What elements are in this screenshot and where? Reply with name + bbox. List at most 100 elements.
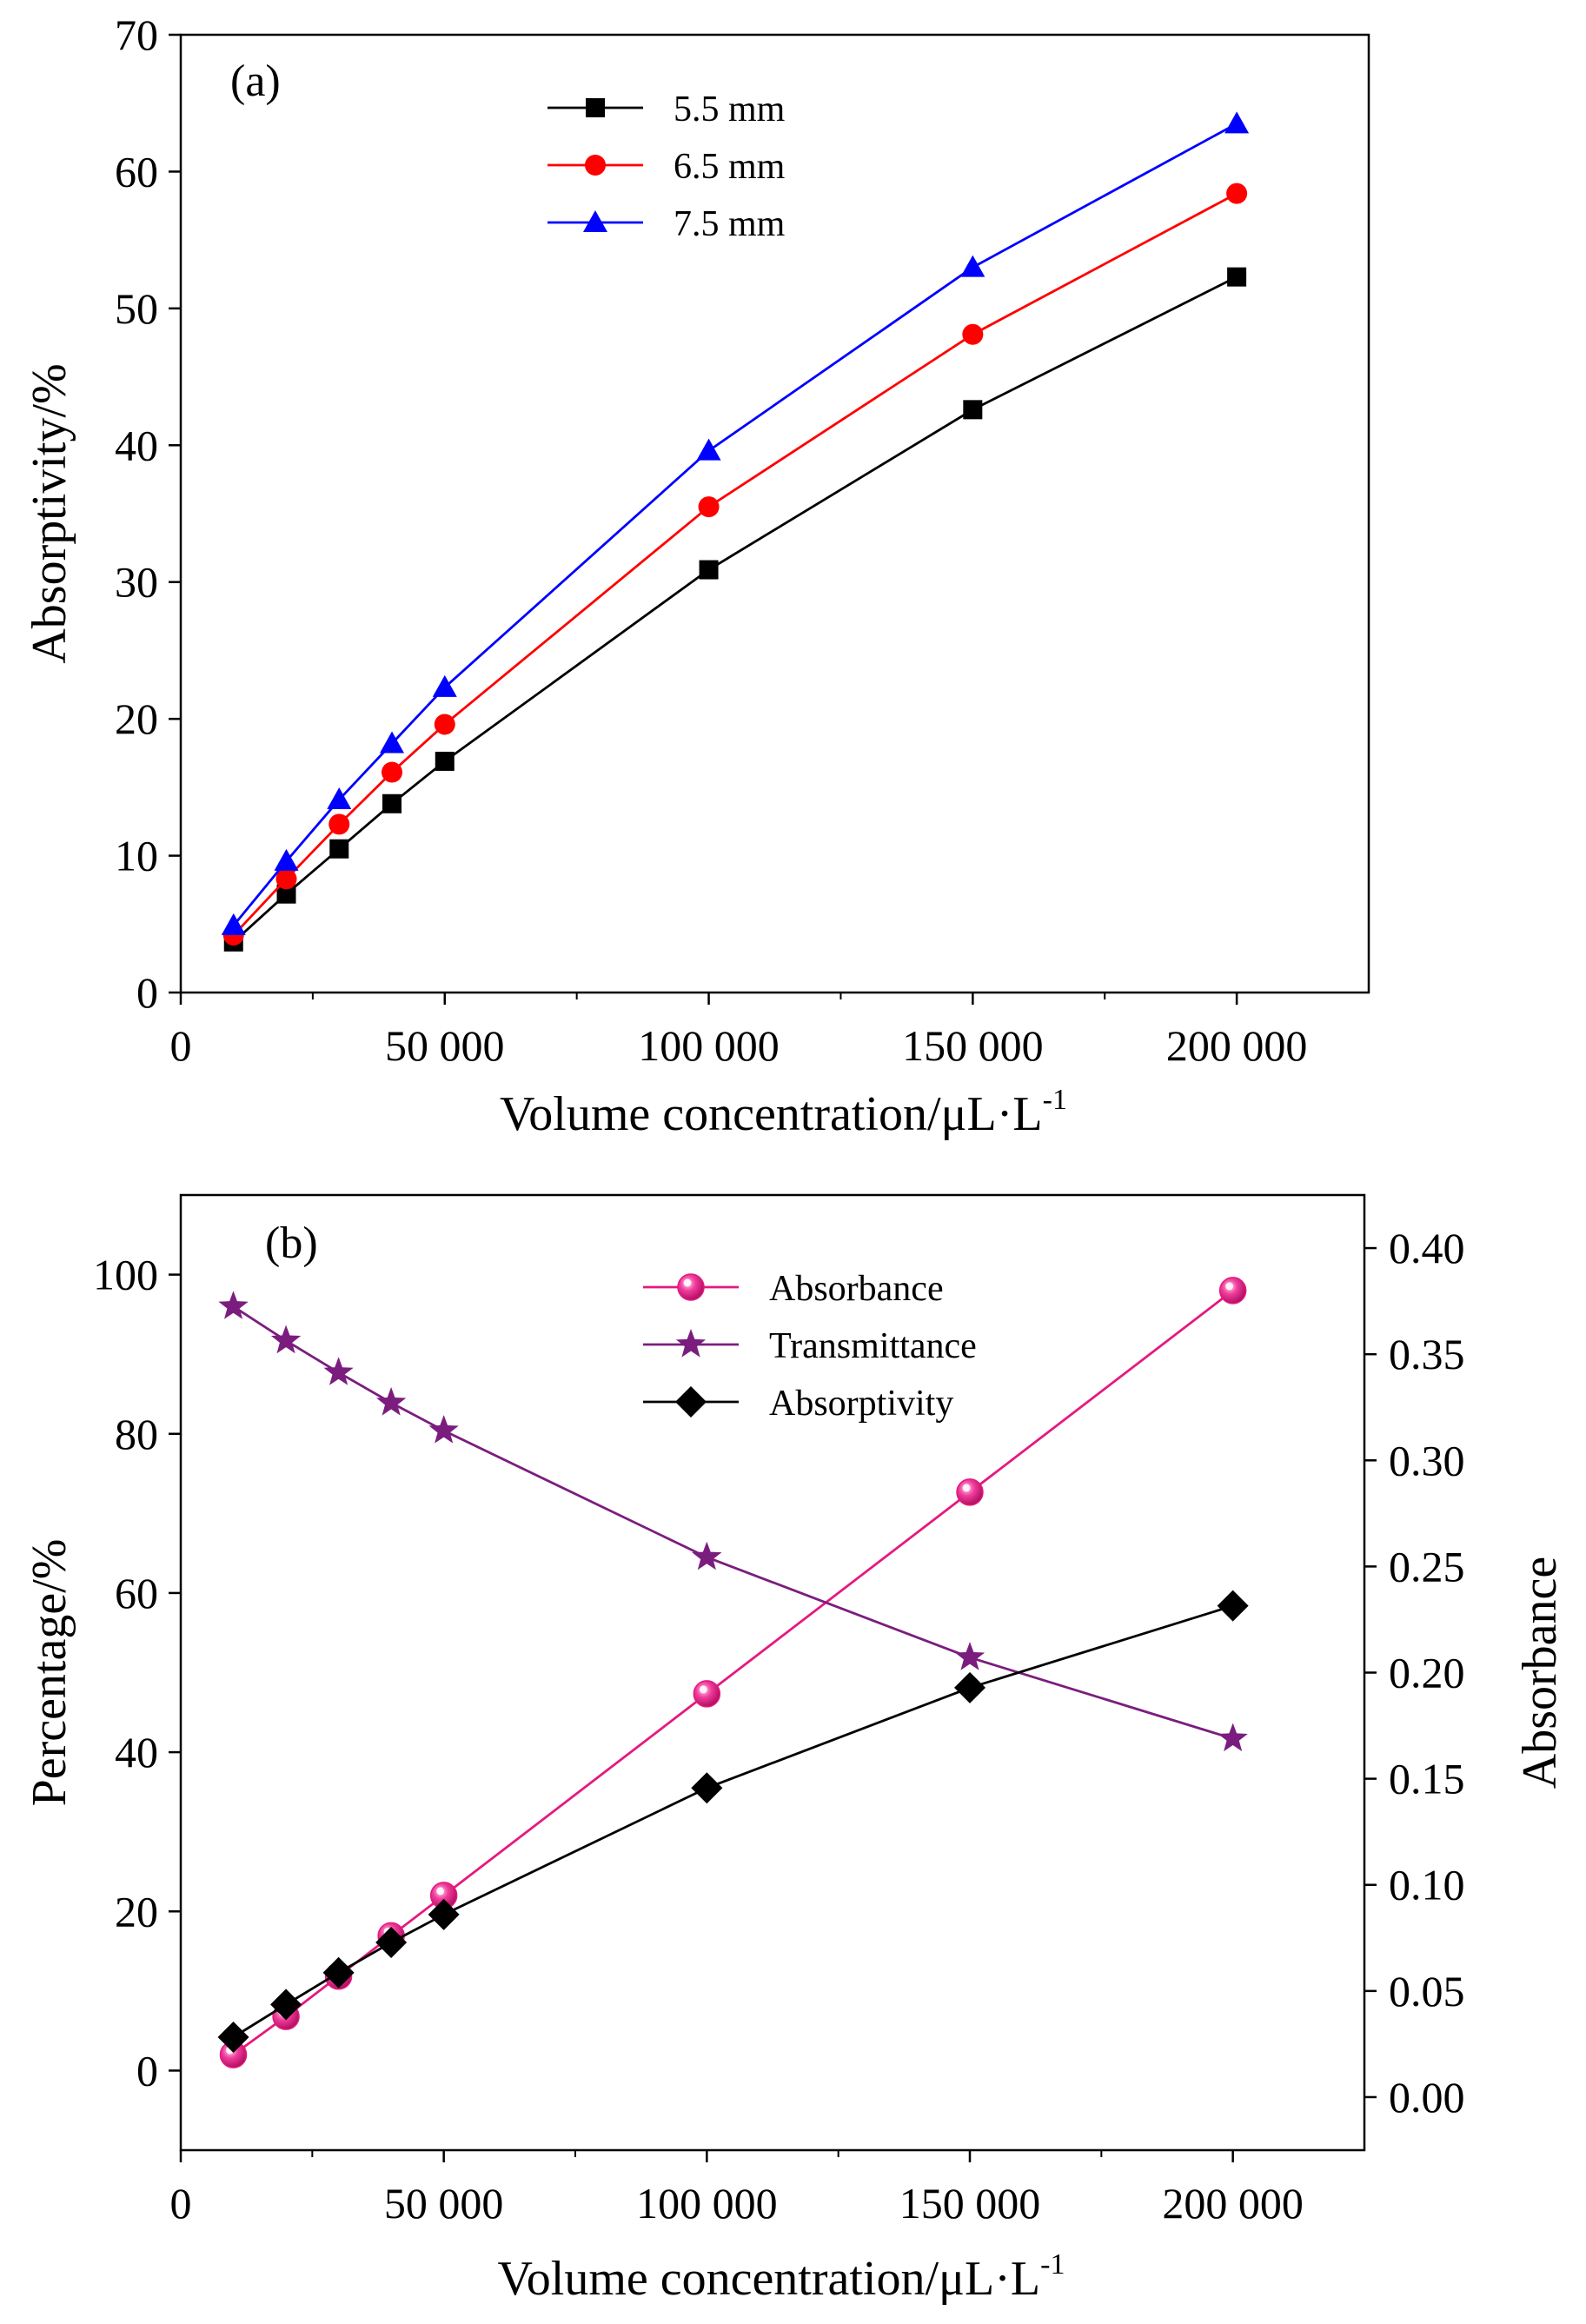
legend-marker [585,155,606,176]
legend-label: Absorptivity [769,1384,953,1424]
x-axis-title: Volume concentration/μL·L-1 [500,1084,1067,1141]
y-tick-label: 100 [93,1251,158,1299]
legend-item: Transmittance [643,1326,977,1366]
data-point [428,1415,459,1444]
data-point [375,1926,408,1958]
chart-panel-a: 0 50 000 100 000 150 000 200 000 0 10 20 30 40 50 6… [23,10,1370,1141]
series-5-5-mm [223,267,1247,952]
legend-item: 6.5 mm [547,147,786,187]
data-point-highlight [699,1685,707,1694]
legend-label: Absorbance [769,1269,944,1309]
legend-marker [675,1329,707,1358]
data-point [696,438,721,461]
data-point [274,848,299,871]
data-point [963,400,983,420]
data-point [692,1541,722,1570]
series-6-5-mm [222,183,1248,946]
y-tick-label: 20 [115,1887,158,1936]
legend-item: 5.5 mm [547,90,786,129]
data-point [1218,1277,1247,1305]
y-tick-label: 40 [115,421,158,469]
data-point [323,1357,354,1385]
x-tick-label: 0 [170,2179,192,2228]
data-point [1217,1590,1249,1622]
panel-label: (a) [230,56,281,106]
data-point [956,1478,984,1506]
data-point [221,913,246,935]
legend-marker-highlight [683,1278,692,1287]
data-point [270,1325,302,1354]
data-point [376,1387,407,1416]
series-line [232,123,1238,926]
x-tick-label: 50 000 [385,1021,505,1070]
y-tick-label: 50 [115,284,158,333]
data-point [954,1671,985,1703]
legend-item: 7.5 mm [547,204,786,244]
data-point [329,839,349,859]
x-axis-title-superscript: -1 [1043,1084,1067,1116]
x-tick-label: 200 000 [1162,2179,1304,2228]
x-tick-label: 100 000 [638,1021,780,1070]
data-point [698,496,720,518]
y-tick-label: 70 [115,10,158,59]
legend-marker-body [677,1273,705,1301]
series-line [232,192,1238,936]
data-point [693,1680,721,1708]
series-absorptivity [217,1590,1249,2053]
x-tick-label: 50 000 [384,2179,504,2228]
data-point-body [693,1680,721,1708]
data-point [960,255,985,277]
data-point-highlight [436,1887,445,1896]
series-absorbance [219,1277,1247,2068]
data-point-body [956,1478,984,1506]
legend-marker [583,210,607,232]
series-7-5-mm [221,111,1250,935]
y-right-tick-label: 0.00 [1389,2073,1465,2121]
data-point [275,868,297,890]
y-tick-label: 20 [115,694,158,743]
y-right-tick-label: 0.15 [1389,1755,1465,1803]
y-right-tick-label: 0.20 [1389,1649,1465,1697]
data-point [219,2041,248,2068]
y-axis-title: Absorptivity/% [23,363,76,663]
x-tick-label: 0 [170,1021,192,1070]
data-point [954,1642,985,1670]
y-tick-label: 40 [115,1728,158,1776]
x-tick-label: 150 000 [902,1021,1044,1070]
data-point [218,1291,249,1319]
data-point [1224,111,1250,134]
y-right-tick-label: 0.30 [1389,1436,1465,1484]
data-point [382,793,402,813]
legend-label: 6.5 mm [674,147,786,187]
y-right-tick-label: 0.25 [1389,1542,1465,1590]
data-point [322,1956,355,1989]
series-line [232,1604,1234,2039]
chart-panel-b: 0 50 000 100 000 150 000 200 000 0 20 40 60 80 100… [23,1193,1567,2306]
data-point [699,560,719,580]
data-point [382,761,403,783]
data-point [270,1989,302,2021]
data-point [327,787,352,810]
data-point [1226,183,1248,204]
x-axis-title: Volume concentration/μL·L-1 [498,2248,1065,2306]
legend-item: Absorbance [643,1269,944,1309]
data-point [328,813,350,835]
legend-item: Absorptivity [643,1384,953,1424]
data-point [276,884,296,904]
legend-marker [675,1386,707,1418]
legend-label: 5.5 mm [674,90,786,129]
series-line [232,1305,1234,1740]
legend-marker [677,1273,705,1301]
plot-frame [179,33,1370,994]
data-point [434,714,455,735]
x-axis-title-superscript: -1 [1040,2248,1065,2281]
legend-label: Transmittance [769,1326,977,1366]
data-point [217,2021,249,2053]
series-line [232,276,1238,943]
x-tick-label: 100 000 [636,2179,778,2228]
legend-label: 7.5 mm [674,204,786,244]
data-point-body [1218,1277,1247,1305]
y-tick-label: 60 [115,1569,158,1617]
y-tick-label: 10 [115,832,158,880]
panel-label: (b) [265,1218,318,1268]
